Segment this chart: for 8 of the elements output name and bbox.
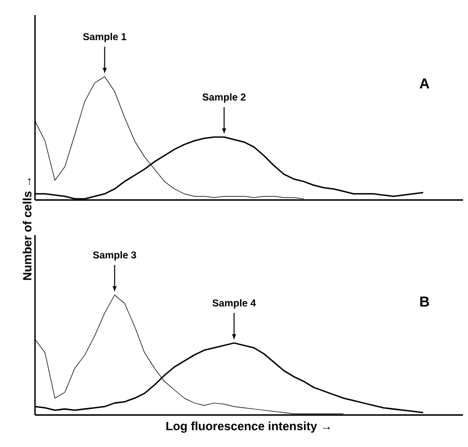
text: Sample 4 — [212, 299, 256, 308]
y-axis-title: Number of cells → — [22, 178, 32, 280]
text: Sample 1 — [83, 32, 126, 42]
text: Sample 3 — [93, 251, 136, 260]
text: Sample 2 — [202, 93, 246, 103]
annotation: B — [420, 296, 430, 307]
annotation: A — [420, 78, 430, 88]
x-axis-title: Log fluorescence intensity → — [166, 422, 330, 433]
